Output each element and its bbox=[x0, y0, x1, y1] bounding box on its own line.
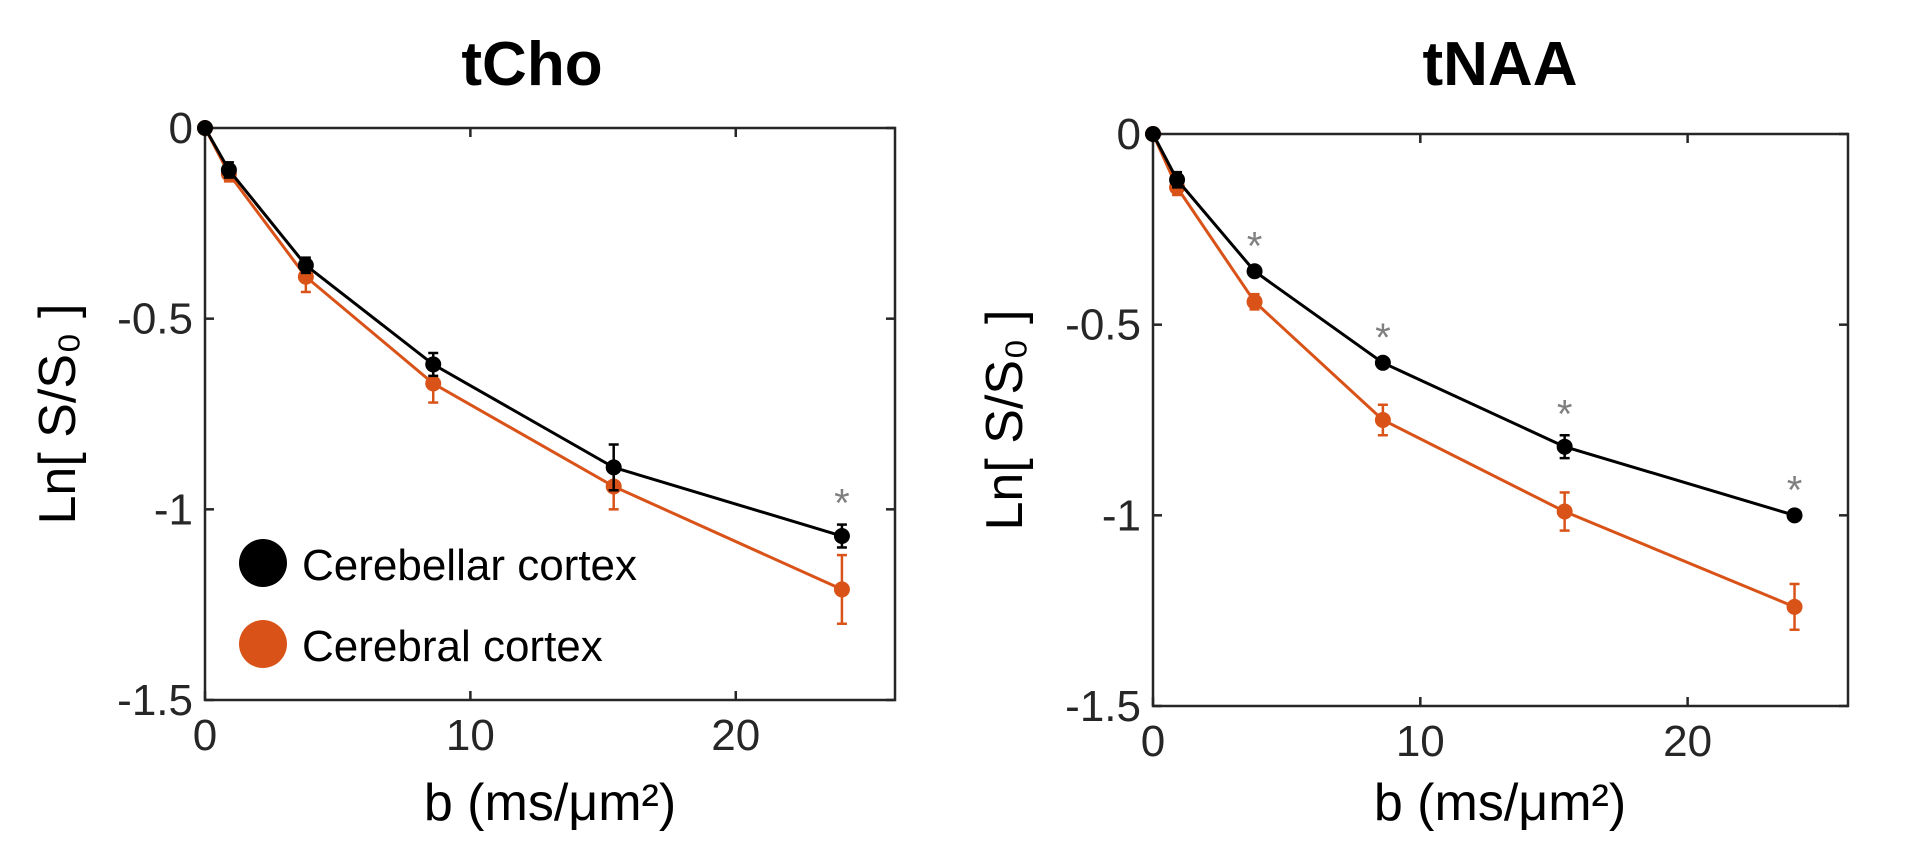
tcho-point-cerebral-5 bbox=[833, 581, 850, 598]
tnaa-x-tick-label-2: 20 bbox=[1663, 717, 1712, 766]
tnaa-point-cerebellar-3 bbox=[1374, 354, 1391, 371]
tnaa-point-cerebellar-1 bbox=[1169, 171, 1186, 188]
tnaa-y-axis: 0 -0.5 -1 -1.5 bbox=[1065, 110, 1848, 731]
tnaa-series-cerebellar bbox=[1145, 126, 1803, 524]
tnaa-point-cerebellar-5 bbox=[1786, 507, 1803, 524]
tcho-y-axis: 0 -0.5 -1 -1.5 bbox=[117, 104, 895, 725]
tnaa-y-tick-label-1: -0.5 bbox=[1065, 301, 1141, 350]
legend-label-cerebellar: Cerebellar cortex bbox=[302, 541, 637, 590]
tcho-y-tick-label-3: -1.5 bbox=[117, 676, 193, 725]
tnaa-point-cerebellar-0 bbox=[1145, 126, 1161, 142]
tnaa-series-layer bbox=[1145, 126, 1803, 631]
tnaa-y-tick-label-2: -1 bbox=[1102, 491, 1141, 540]
tnaa-significance-star-2: * bbox=[1247, 224, 1263, 268]
tcho-y-tick-label-1: -0.5 bbox=[117, 295, 193, 344]
tnaa-point-cerebral-3 bbox=[1374, 412, 1391, 428]
legend-marker-cerebellar bbox=[239, 539, 287, 587]
tnaa-significance-star-5: * bbox=[1787, 469, 1803, 513]
tnaa-point-cerebellar-2 bbox=[1246, 263, 1263, 280]
tcho-line-cerebral bbox=[203, 127, 843, 591]
tnaa-point-cerebral-4 bbox=[1556, 503, 1573, 520]
tnaa-x-axis-label: b (ms/μm²) bbox=[1374, 774, 1626, 832]
tcho-line-cerebellar bbox=[203, 127, 843, 538]
tcho-plot-frame bbox=[203, 126, 897, 702]
tcho-x-tick-label-0: 0 bbox=[193, 711, 217, 760]
tnaa-plot-frame bbox=[1151, 132, 1850, 708]
tnaa-line-cerebellar bbox=[1151, 133, 1795, 517]
tnaa-significance-layer: * * * * bbox=[1247, 224, 1803, 512]
tcho-series-layer bbox=[197, 120, 850, 625]
tcho-y-tick-label-2: -1 bbox=[154, 485, 193, 534]
tcho-significance-layer: * bbox=[834, 482, 850, 526]
tcho-y-axis-label: Ln[ S/S₀ ] bbox=[29, 303, 87, 524]
tnaa-significance-star-4: * bbox=[1557, 392, 1573, 436]
tcho-x-axis-label: b (ms/μm²) bbox=[424, 774, 676, 832]
legend: Cerebellar cortex Cerebral cortex bbox=[239, 539, 637, 671]
tcho-point-cerebral-3 bbox=[425, 375, 442, 392]
tnaa-series-cerebral bbox=[1145, 126, 1803, 631]
tcho-point-cerebellar-1 bbox=[220, 161, 237, 178]
tnaa-x-tick-label-0: 0 bbox=[1141, 717, 1165, 766]
tnaa-point-cerebral-2 bbox=[1246, 293, 1263, 310]
legend-marker-cerebral bbox=[239, 620, 287, 668]
tnaa-significance-star-3: * bbox=[1375, 316, 1391, 360]
tnaa-y-axis-label: Ln[ S/S₀ ] bbox=[976, 309, 1034, 530]
tcho-y-tick-label-0: 0 bbox=[169, 104, 193, 153]
tnaa-point-cerebral-5 bbox=[1786, 598, 1803, 615]
tnaa-point-cerebellar-4 bbox=[1556, 438, 1573, 455]
tnaa-line-cerebral bbox=[1151, 133, 1796, 609]
tcho-point-cerebellar-0 bbox=[197, 120, 213, 136]
tcho-panel: tCho 0 -0.5 -1 -1.5 0 10 20 Ln[ S/S₀ ] b (ms/… bbox=[29, 30, 897, 832]
tnaa-y-tick-label-3: -1.5 bbox=[1065, 682, 1141, 731]
tnaa-title: tNAA bbox=[1423, 30, 1578, 99]
tcho-significance-star-5: * bbox=[834, 482, 850, 526]
legend-label-cerebral: Cerebral cortex bbox=[302, 622, 603, 671]
tcho-point-cerebellar-5 bbox=[833, 528, 850, 545]
tcho-x-tick-label-1: 10 bbox=[446, 711, 495, 760]
tcho-point-cerebellar-4 bbox=[605, 459, 622, 476]
tnaa-x-tick-label-1: 10 bbox=[1396, 717, 1445, 766]
tnaa-x-axis: 0 10 20 bbox=[1141, 134, 1712, 766]
tnaa-y-tick-label-0: 0 bbox=[1117, 110, 1141, 159]
tcho-x-tick-label-2: 20 bbox=[711, 711, 760, 760]
tcho-x-axis: 0 10 20 bbox=[193, 128, 760, 760]
tnaa-panel: tNAA 0 -0.5 -1 -1.5 0 10 20 Ln[ S/S₀ ] b (ms/… bbox=[976, 30, 1850, 832]
tcho-point-cerebellar-2 bbox=[297, 257, 314, 274]
tcho-point-cerebellar-3 bbox=[425, 356, 442, 373]
tcho-title: tCho bbox=[461, 30, 602, 99]
tcho-series-cerebellar bbox=[197, 120, 850, 549]
